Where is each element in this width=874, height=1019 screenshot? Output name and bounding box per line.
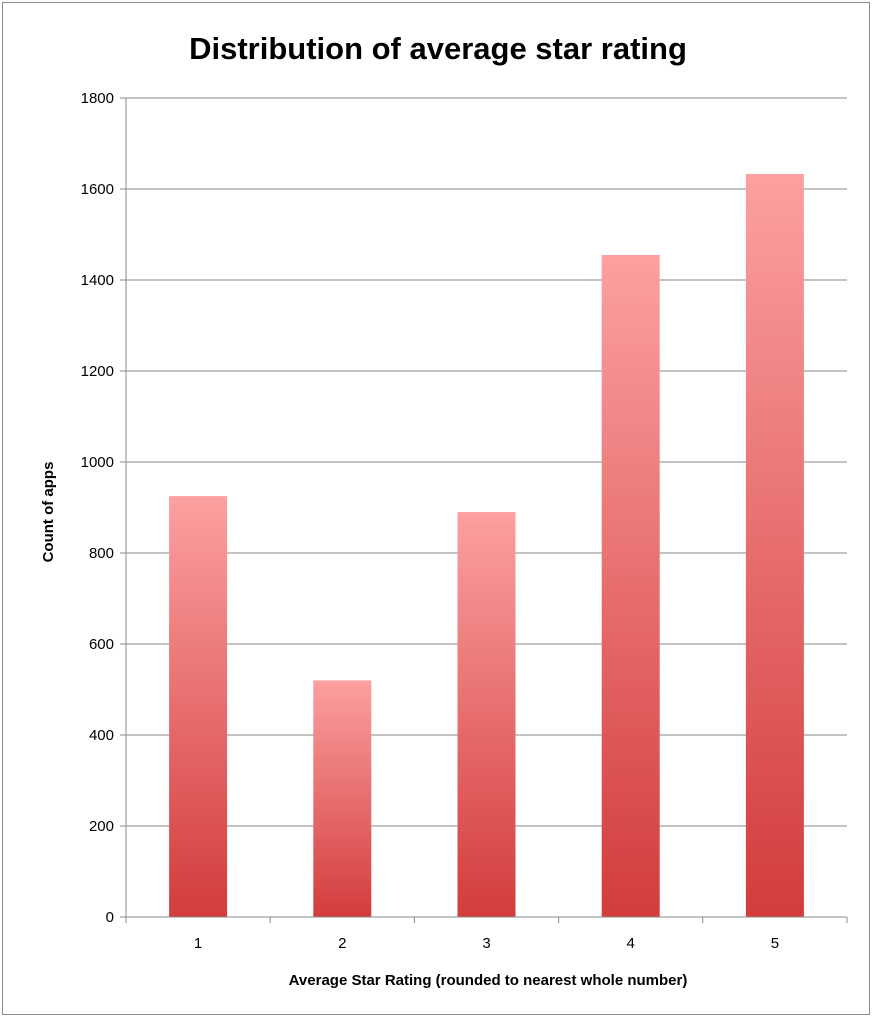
y-tick-label: 0 (106, 909, 114, 926)
y-axis-title: Count of apps (40, 462, 57, 563)
x-tick-label: 1 (194, 935, 202, 952)
bar-chart: Distribution of average star rating 0 200… (40, 31, 848, 989)
y-tick-label: 1800 (81, 90, 114, 107)
bars (169, 173, 804, 918)
y-tick-label: 800 (89, 545, 114, 562)
y-tick-label: 1400 (81, 272, 114, 289)
gridlines (126, 97, 847, 827)
x-tick-label: 5 (771, 935, 779, 952)
x-axis-title: Average Star Rating (rounded to nearest … (289, 972, 688, 989)
y-axis-ticks: 0 200 400 600 800 1000 1200 1400 1600 1800 (81, 90, 126, 926)
x-tick-label: 2 (338, 935, 346, 952)
x-tick-label: 4 (627, 935, 635, 952)
bar-1 (169, 496, 228, 917)
bar-4 (601, 254, 660, 918)
x-axis-ticks: 1 2 3 4 5 (125, 917, 848, 952)
axes (125, 98, 847, 918)
chart-title: Distribution of average star rating (189, 31, 687, 66)
y-tick-label: 1600 (81, 181, 114, 198)
bar-5 (745, 173, 804, 918)
bar-2 (313, 680, 372, 917)
y-tick-label: 600 (89, 636, 114, 653)
y-tick-label: 1000 (81, 454, 114, 471)
y-tick-label: 1200 (81, 363, 114, 380)
y-tick-label: 400 (89, 727, 114, 744)
bar-3 (457, 512, 516, 917)
y-tick-label: 200 (89, 818, 114, 835)
x-tick-label: 3 (482, 935, 490, 952)
